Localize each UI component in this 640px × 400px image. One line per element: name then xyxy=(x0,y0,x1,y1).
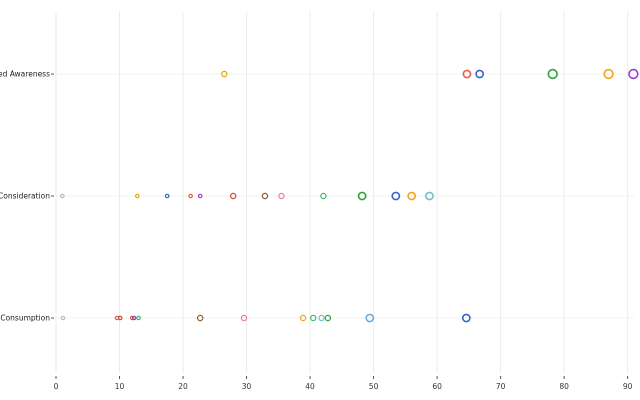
data-point xyxy=(117,315,123,321)
data-point xyxy=(136,315,141,321)
x-tick-label: 60 xyxy=(432,382,442,391)
x-tick-label: 70 xyxy=(496,382,506,391)
x-tick-label: 50 xyxy=(369,382,379,391)
data-point xyxy=(320,192,327,200)
data-point xyxy=(131,315,137,321)
data-point xyxy=(278,192,285,200)
category-label: Unaided Awareness xyxy=(0,70,50,79)
data-point xyxy=(357,191,367,201)
x-tick-label: 90 xyxy=(623,382,633,391)
data-point xyxy=(461,313,471,323)
data-point xyxy=(188,193,193,199)
data-point xyxy=(324,314,332,322)
data-point xyxy=(462,69,472,79)
data-point xyxy=(407,191,417,201)
x-axis: 0 10 20 30 40 50 60 70 80 90 xyxy=(54,376,633,391)
data-point xyxy=(425,191,434,201)
category-label: Past Month Consumption xyxy=(0,314,50,323)
x-tick-label: 80 xyxy=(559,382,569,391)
data-point xyxy=(129,315,135,321)
data-point xyxy=(603,68,614,80)
grid-layer xyxy=(55,12,634,373)
data-point xyxy=(628,68,639,80)
data-point xyxy=(547,68,558,80)
data-point xyxy=(135,193,140,199)
data-point xyxy=(60,315,66,321)
x-tick-label: 40 xyxy=(305,382,315,391)
data-point xyxy=(240,314,248,322)
x-tick-label: 20 xyxy=(178,382,188,391)
data-point xyxy=(391,191,401,201)
data-point xyxy=(310,314,317,322)
data-point xyxy=(197,193,203,199)
x-tick-label: 0 xyxy=(54,382,59,391)
data-point xyxy=(196,314,204,322)
y-axis-categories: Unaided Awareness Consideration Past Month… xyxy=(0,70,54,323)
data-point xyxy=(475,69,485,79)
x-tick-label: 30 xyxy=(242,382,252,391)
x-tick-label: 10 xyxy=(115,382,125,391)
data-point xyxy=(261,192,269,200)
data-point xyxy=(230,192,237,200)
data-points xyxy=(60,68,639,323)
data-point xyxy=(221,70,228,78)
data-point xyxy=(365,313,375,323)
data-point xyxy=(60,193,65,199)
data-point xyxy=(318,314,325,322)
data-point xyxy=(299,314,307,322)
category-label: Consideration xyxy=(0,192,50,201)
data-point xyxy=(164,193,170,199)
